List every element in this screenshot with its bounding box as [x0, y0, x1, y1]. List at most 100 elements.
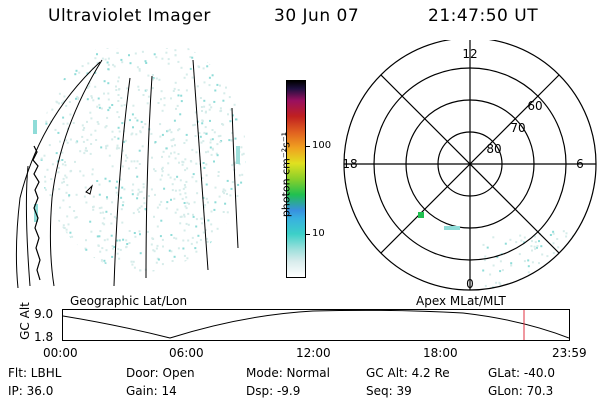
emission-pixel [484, 284, 487, 287]
emission-pixel [539, 271, 541, 274]
emission-pixel [62, 116, 65, 119]
emission-pixel [135, 133, 138, 136]
emission-pixel [79, 150, 82, 153]
emission-pixel [144, 123, 147, 126]
emission-pixel [77, 98, 80, 101]
emission-pixel [228, 235, 231, 238]
emission-pixel [82, 174, 85, 177]
emission-pixel [169, 128, 171, 131]
emission-pixel [94, 57, 97, 60]
emission-pixel [68, 194, 71, 197]
emission-pixel [69, 252, 72, 255]
emission-pixel [62, 226, 65, 229]
emission-pixel [565, 235, 568, 238]
emission-pixel [113, 246, 116, 248]
emission-pixel [203, 166, 206, 169]
emission-pixel [583, 243, 586, 246]
emission-pixel [41, 112, 44, 115]
emission-pixel [237, 183, 240, 186]
emission-pixel [138, 206, 141, 209]
emission-pixel [83, 127, 86, 129]
emission-pixel [201, 120, 204, 122]
emission-pixel [69, 63, 72, 66]
emission-pixel [231, 259, 234, 262]
emission-pixel [85, 248, 88, 251]
emission-pixel [238, 174, 241, 177]
emission-pixel [153, 250, 156, 253]
emission-pixel [55, 84, 58, 87]
emission-pixel [228, 57, 231, 60]
emission-pixel [52, 213, 55, 216]
emission-pixel [222, 190, 224, 193]
emission-pixel [245, 216, 246, 219]
emission-pixel [110, 222, 113, 225]
emission-pixel [542, 286, 545, 289]
geographic-label: Geographic Lat/Lon [70, 294, 188, 308]
emission-pixel [195, 218, 198, 221]
emission-pixel [224, 248, 227, 251]
emission-pixel [41, 108, 44, 111]
emission-pixel [155, 77, 158, 80]
emission-pixel [219, 258, 222, 261]
emission-pixel [551, 270, 554, 273]
mlt-label-12: 12 [462, 47, 477, 61]
geographic-grid [15, 59, 239, 288]
emission-pixel [111, 245, 114, 247]
emission-pixel [156, 257, 159, 260]
emission-pixel [489, 273, 492, 276]
emission-pixel [577, 284, 580, 287]
emission-pixel [125, 246, 128, 249]
island-marker [85, 184, 93, 195]
info-ip: IP: 36.0 [8, 384, 54, 398]
emission-pixel [96, 61, 99, 64]
emission-pixel [148, 195, 150, 197]
emission-pixel [44, 188, 47, 191]
emission-pixel [57, 131, 60, 134]
emission-pixel [163, 104, 166, 107]
emission-pixel [213, 160, 215, 163]
emission-pixel [130, 260, 133, 263]
emission-pixel [57, 256, 60, 259]
emission-pixel [128, 242, 131, 244]
emission-pixel [203, 81, 206, 84]
emission-pixel [151, 156, 153, 159]
emission-pixel [568, 244, 571, 247]
emission-pixel [141, 50, 144, 53]
emission-pixel [207, 201, 209, 204]
emission-pixel [133, 266, 136, 269]
emission-pixel [215, 152, 218, 155]
emission-pixel [225, 86, 227, 89]
emission-pixel [121, 61, 124, 64]
emission-pixel [100, 107, 103, 110]
emission-pixel [569, 261, 572, 263]
emission-pixel [115, 191, 118, 194]
emission-pixel [193, 201, 196, 204]
emission-pixel [589, 240, 592, 243]
emission-pixel [91, 168, 94, 171]
emission-pixel [155, 261, 158, 264]
emission-pixel [79, 259, 82, 262]
emission-pixel [223, 192, 226, 195]
emission-pixel [117, 100, 120, 102]
emission-pixel [569, 261, 572, 264]
emission-pixel [185, 222, 188, 225]
emission-pixel [194, 51, 197, 53]
emission-pixel [587, 236, 590, 239]
emission-pixel [180, 66, 183, 69]
emission-pixel [131, 189, 134, 192]
emission-pixel [533, 245, 536, 248]
emission-pixel [589, 257, 592, 260]
emission-pixel [226, 193, 228, 195]
emission-pixel [236, 83, 239, 86]
emission-pixel [99, 230, 102, 233]
emission-pixel [65, 228, 68, 231]
emission-pixel [125, 239, 128, 242]
emission-pixel [185, 196, 188, 199]
emission-pixel [185, 139, 188, 142]
emission-pixel [183, 268, 186, 271]
emission-pixel [87, 62, 90, 65]
emission-pixel [555, 271, 557, 274]
emission-pixel [99, 211, 102, 214]
emission-pixel [115, 147, 118, 150]
emission-pixel [213, 131, 216, 134]
